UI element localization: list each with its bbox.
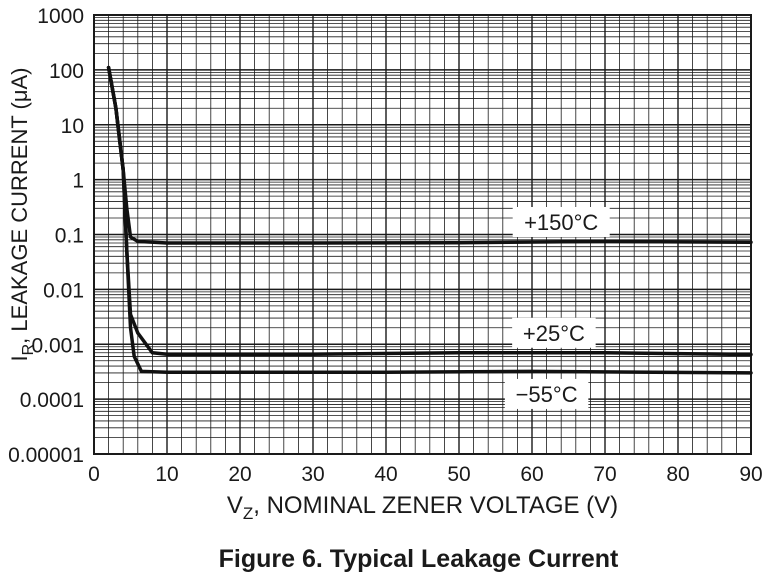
x-tick-label: 70 [593, 463, 616, 486]
x-tick-label: 50 [447, 463, 470, 486]
series-label: +25°C [523, 321, 585, 346]
series-label: −55°C [516, 382, 578, 407]
series-line [106, 65, 753, 375]
y-tick-label: 100 [49, 60, 84, 83]
y-tick-label: 1000 [37, 5, 84, 28]
y-tick-label: 0.00001 [8, 444, 84, 467]
series-label: +150°C [524, 210, 598, 235]
plot-frame [93, 14, 752, 455]
series-label-bg [512, 207, 610, 238]
x-tick-label: 0 [88, 463, 100, 486]
y-axis-title: IR, LEAKAGE CURRENT (μA) [7, 67, 37, 361]
x-tick-label: 10 [155, 463, 178, 486]
x-axis-title-suffix: , NOMINAL ZENER VOLTAGE (V) [253, 492, 618, 519]
x-tick-label: 40 [374, 463, 397, 486]
x-tick-label: 20 [228, 463, 251, 486]
figure-caption: Figure 6. Typical Leakage Current [219, 545, 619, 573]
series-lines [106, 65, 753, 375]
x-axis-title: VZ, NOMINAL ZENER VOLTAGE (V) [227, 492, 618, 523]
y-tick-label: 1 [72, 170, 84, 193]
x-tick-label: 60 [520, 463, 543, 486]
x-axis-title-prefix: V [227, 492, 243, 519]
series-label-bg [504, 378, 589, 409]
grid [94, 15, 751, 454]
y-tick-label: 0.1 [55, 225, 84, 248]
y-axis-title-prefix: I [7, 355, 32, 361]
y-axis-title-subscript: R [20, 344, 37, 356]
y-tick-label: 10 [61, 115, 84, 138]
y-tick-label: 0.0001 [20, 389, 84, 412]
series-labels: +150°C +25°C −55°C [504, 207, 610, 409]
y-axis-title-suffix: , LEAKAGE CURRENT (μA) [7, 67, 32, 343]
x-axis-title-subscript: Z [243, 504, 253, 523]
y-tick-label: 0.01 [43, 279, 84, 302]
x-tick-label: 80 [666, 463, 689, 486]
x-ticks: 0 10 20 30 40 50 60 70 80 90 [88, 463, 763, 486]
y-ticks: 0.00001 0.0001 0.001 0.01 0.1 1 10 100 1000 [8, 5, 84, 467]
y-tick-label: 0.001 [31, 334, 84, 357]
x-tick-label: 90 [739, 463, 762, 486]
series-label-bg [512, 317, 596, 348]
x-tick-label: 30 [301, 463, 324, 486]
